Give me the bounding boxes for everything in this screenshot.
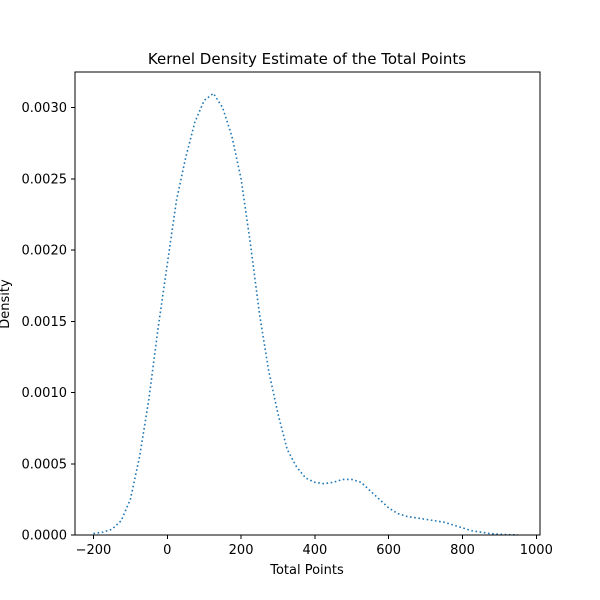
- y-tick-label: 0.0010: [22, 386, 68, 401]
- y-tick-label: 0.0005: [22, 457, 68, 472]
- x-axis-label: Total Points: [269, 563, 344, 578]
- y-tick-label: 0.0015: [22, 315, 68, 330]
- x-tick-label: 600: [376, 543, 401, 558]
- y-axis-label: Density: [0, 279, 13, 329]
- y-tick-label: 0.0000: [22, 529, 68, 544]
- x-tick-label: 800: [450, 543, 475, 558]
- kde-curve: [93, 92, 518, 536]
- y-tick-label: 0.0025: [22, 172, 68, 187]
- y-tick-label: 0.0020: [22, 244, 68, 259]
- axes-frame: [74, 71, 541, 536]
- plot-area: [93, 92, 518, 536]
- x-tick-label: 200: [229, 543, 254, 558]
- x-tick-label: 0: [163, 543, 171, 558]
- x-tick-label: −200: [76, 543, 112, 558]
- chart-title: Kernel Density Estimate of the Total Poi…: [148, 50, 466, 68]
- axes: −200 0 200 400 600 800 1000 0.0000 0.0005 0.0010 0…: [22, 71, 553, 558]
- x-tick-label: 400: [302, 543, 327, 558]
- y-tick-label: 0.0030: [22, 101, 68, 116]
- x-tick-label: 1000: [520, 543, 553, 558]
